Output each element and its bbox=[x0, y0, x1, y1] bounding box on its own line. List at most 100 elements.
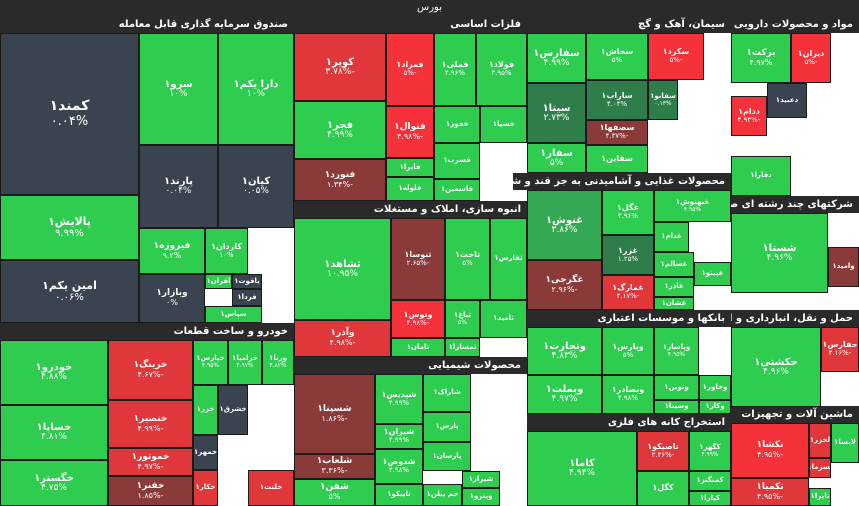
treemap-tile[interactable]: وبازار۱ ۰% bbox=[139, 274, 205, 323]
treemap-tile[interactable]: پارس۱ bbox=[423, 412, 471, 442]
treemap-tile[interactable]: ثمسازا۱ bbox=[445, 338, 480, 357]
treemap-tile[interactable]: کاما۱ ۴.۹۴% bbox=[527, 431, 637, 506]
treemap-tile[interactable]: شیراز۱ bbox=[462, 471, 500, 488]
treemap-tile[interactable]: سرو۱ ۱۰% bbox=[139, 33, 218, 145]
treemap-tile[interactable]: تکمبا۱ -۴.۹۵% bbox=[731, 478, 809, 506]
treemap-tile[interactable]: وآذر۱ -۴.۹۸% bbox=[294, 320, 391, 357]
treemap-tile[interactable]: خساپا۱ ۴.۸۱% bbox=[0, 405, 108, 460]
treemap-tile[interactable]: سصفها۱ -۴.۳۷% bbox=[586, 120, 648, 145]
treemap-tile[interactable]: کاردان۱ ۱۰% bbox=[205, 228, 248, 274]
treemap-tile[interactable]: فملی۱ ۴.۹۶% bbox=[434, 33, 476, 106]
treemap-tile[interactable]: وپترو۱ bbox=[462, 488, 500, 506]
treemap-tile[interactable]: غدام۱ bbox=[654, 222, 689, 252]
treemap-tile[interactable]: پارسان۱ bbox=[423, 442, 471, 471]
treemap-tile[interactable]: جم پیلن۱ bbox=[423, 484, 462, 506]
treemap-tile[interactable]: سفانو۱ ۰.۱۳% bbox=[648, 80, 678, 120]
treemap-tile[interactable]: دعبید۱ bbox=[767, 83, 807, 118]
treemap-tile[interactable]: ورنا۱ ۴.۸۲% bbox=[262, 340, 294, 385]
treemap-tile[interactable]: تاپیکو۱ bbox=[375, 484, 423, 506]
treemap-tile[interactable]: حفارس۱ -۴.۱۶% bbox=[821, 327, 859, 372]
treemap-tile[interactable]: شستا۱ ۴.۹۶% bbox=[731, 213, 828, 293]
treemap-tile[interactable]: غمارگ۱ -۴.۱۷% bbox=[602, 275, 654, 310]
treemap-tile[interactable]: ساراب۱ ۴.۰۴% bbox=[586, 80, 648, 120]
treemap-tile[interactable]: وامید۱ bbox=[828, 247, 859, 287]
treemap-tile[interactable]: ددام۱ -۴.۹۴% bbox=[731, 96, 767, 136]
treemap-tile[interactable]: خکار۱ bbox=[193, 470, 218, 506]
treemap-tile[interactable]: تاصیکو۱ -۳.۴۶% bbox=[637, 431, 689, 471]
treemap-tile[interactable]: سیتا۱ ۲.۷۳% bbox=[527, 83, 586, 143]
treemap-tile[interactable]: کمند۱ ۰.۰۴% bbox=[0, 33, 139, 195]
treemap-tile[interactable]: غزر۱ ۱.۲۵% bbox=[602, 235, 654, 275]
treemap-tile[interactable]: غنوش۱ ۳.۸۶% bbox=[527, 190, 602, 260]
treemap-tile[interactable]: فمراد۱ -۵% bbox=[386, 33, 434, 106]
treemap-tile[interactable]: فیروزه۱ ۹.۲% bbox=[139, 228, 205, 274]
treemap-tile[interactable]: یاقوت۱ bbox=[232, 274, 262, 289]
treemap-tile[interactable]: فنورد۱ -۱.۳۴% bbox=[294, 159, 386, 201]
treemap-tile[interactable]: لخزر۱ bbox=[809, 423, 831, 458]
treemap-tile[interactable]: فولاد۱ ۴.۹۵% bbox=[476, 33, 527, 106]
treemap-tile[interactable]: ثامان۱ bbox=[391, 338, 445, 357]
treemap-tile[interactable]: کویر۱ -۳.۷۸% bbox=[294, 33, 386, 101]
treemap-tile[interactable]: شیران۱ ۴.۹۹% bbox=[375, 424, 423, 449]
treemap-tile[interactable]: لابسا۱ bbox=[831, 423, 859, 463]
treemap-tile[interactable]: فنوال۱ -۴.۹۸% bbox=[386, 106, 434, 158]
treemap-tile[interactable]: خزر۱ bbox=[193, 385, 218, 435]
treemap-tile[interactable]: غبهنوش۱ ۴.۹۵% bbox=[654, 190, 731, 222]
treemap-tile[interactable]: خزامیا۱ ۴.۹۷% bbox=[228, 340, 262, 385]
treemap-tile[interactable]: ثشاهد۱ ۱۰.۹۵% bbox=[294, 218, 391, 320]
treemap-tile[interactable]: شاراک۱ bbox=[423, 374, 471, 412]
treemap-tile[interactable]: سپاس۱ bbox=[205, 306, 262, 323]
treemap-tile[interactable]: سفاین۱ bbox=[586, 145, 648, 173]
treemap-tile[interactable]: شپدیس۱ ۴.۹۹% bbox=[375, 374, 423, 424]
treemap-tile[interactable]: ثاخت۱ ۵% bbox=[445, 218, 490, 300]
treemap-tile[interactable]: سکرد۱ -۵% bbox=[648, 33, 704, 80]
treemap-tile[interactable]: فسرب۱ bbox=[434, 143, 480, 179]
treemap-tile[interactable]: دیران۱ -۵% bbox=[791, 33, 831, 83]
treemap-tile[interactable]: شلعاب۱ -۳.۳۶% bbox=[294, 454, 375, 479]
treemap-tile[interactable]: ثباغ۱ ۵% bbox=[445, 300, 480, 338]
treemap-tile[interactable]: ونوین۱ bbox=[654, 375, 699, 400]
treemap-tile[interactable]: کیان۱ ۰.۰۵% bbox=[218, 145, 294, 228]
treemap-tile[interactable]: امین یکم۱ ۰.۰۶% bbox=[0, 260, 139, 323]
treemap-tile[interactable]: خموتور۱ -۴.۹۷% bbox=[108, 448, 193, 476]
treemap-tile[interactable]: سفار۱ ۵% bbox=[527, 143, 586, 173]
treemap-tile[interactable]: خمهر۱ bbox=[193, 435, 218, 470]
treemap-tile[interactable]: غگل۱ ۴.۹۶% bbox=[602, 190, 654, 235]
treemap-tile[interactable]: شفن۱ ۵% bbox=[294, 479, 375, 506]
treemap-tile[interactable]: فایرا۱ bbox=[386, 158, 434, 177]
treemap-tile[interactable]: وپارس۱ ۵% bbox=[602, 327, 654, 375]
treemap-tile[interactable]: وکار۱ bbox=[699, 400, 731, 414]
treemap-tile[interactable]: تاپرا۱ bbox=[809, 488, 831, 506]
treemap-tile[interactable]: فردا۱ bbox=[232, 289, 262, 306]
treemap-tile[interactable]: حکشتی۱ ۴.۹۶% bbox=[731, 327, 821, 407]
treemap-tile[interactable]: غپینو۱ bbox=[694, 262, 731, 286]
treemap-tile[interactable]: سفارس۱ ۴.۹۹% bbox=[527, 33, 586, 83]
treemap-tile[interactable]: وبصادر۱ ۴.۹۸% bbox=[602, 375, 654, 414]
treemap-tile[interactable]: لسرما۱ bbox=[809, 458, 831, 478]
treemap-tile[interactable]: ثفارس۱ bbox=[490, 218, 527, 300]
treemap-tile[interactable]: تکشا۱ -۴.۹۵% bbox=[731, 423, 809, 478]
treemap-tile[interactable]: غاذر۱ bbox=[654, 277, 694, 297]
treemap-tile[interactable]: غگرجی۱ -۲.۹۶% bbox=[527, 260, 602, 310]
treemap-tile[interactable]: وتجارت۱ ۴.۸۳% bbox=[527, 327, 602, 375]
treemap-tile[interactable]: فسپا۱ bbox=[480, 106, 527, 143]
treemap-tile[interactable]: شدوص۱ ۴.۹۸% bbox=[375, 449, 423, 484]
treemap-tile[interactable]: خشرق۱ bbox=[218, 385, 248, 435]
treemap-tile[interactable]: کپارا۱ bbox=[689, 491, 731, 506]
treemap-tile[interactable]: پارند۱ ۰.۰۴% bbox=[139, 145, 218, 228]
treemap-tile[interactable]: ثنوسا۱ -۲.۶۵% bbox=[391, 218, 445, 300]
treemap-tile[interactable]: کمنگنز۱ bbox=[689, 471, 731, 491]
treemap-tile[interactable]: اقران۱ bbox=[205, 274, 232, 289]
treemap-tile[interactable]: وسینا۱ bbox=[654, 400, 699, 414]
treemap-tile[interactable]: دفارا۱ bbox=[731, 156, 791, 196]
treemap-tile[interactable]: خپارس۱ ۴.۹۵% bbox=[193, 340, 228, 385]
treemap-tile[interactable]: دارا یکم۱ ۱۰% bbox=[218, 33, 294, 145]
treemap-tile[interactable]: فخوز۱ bbox=[434, 106, 480, 143]
treemap-tile[interactable]: کگل۱ bbox=[637, 471, 689, 506]
treemap-tile[interactable]: خودرو۱ ۴.۸۸% bbox=[0, 340, 108, 405]
treemap-tile[interactable]: فلوله۱ bbox=[386, 177, 434, 201]
treemap-tile[interactable]: خنصیر۱ -۴.۹۹% bbox=[108, 400, 193, 448]
treemap-tile[interactable]: خگستر۱ ۴.۷۵% bbox=[0, 460, 108, 506]
treemap-tile[interactable]: برکت۱ ۴.۹۷% bbox=[731, 33, 791, 83]
treemap-tile[interactable]: پالایش۱ ۹.۹۹% bbox=[0, 195, 139, 260]
